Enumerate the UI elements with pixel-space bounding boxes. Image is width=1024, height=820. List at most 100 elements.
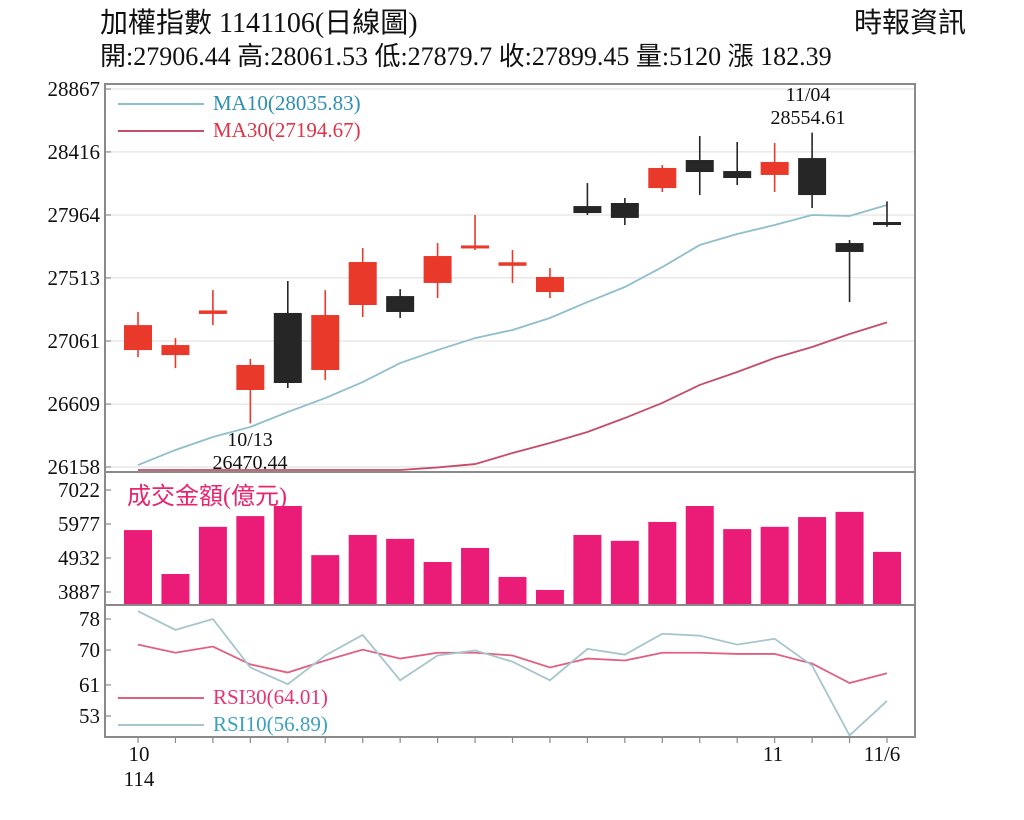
candle (236, 359, 265, 424)
candle (535, 268, 564, 299)
rsi-lines (137, 610, 888, 737)
candle (461, 215, 490, 251)
volume-bar (124, 530, 152, 604)
candle-body (798, 158, 827, 196)
quote-line: 開:27906.44 高:28061.53 低:27879.7 收:27899.… (100, 42, 832, 71)
main-ytick-label: 27513 (48, 266, 101, 290)
candle (273, 281, 302, 389)
candle-body (236, 365, 265, 390)
candle-body (198, 310, 227, 314)
candle (198, 290, 227, 326)
volume-bar (498, 576, 527, 604)
candle-body (648, 167, 677, 189)
volume-bar (161, 574, 190, 604)
volume-bar (236, 516, 265, 604)
legend-item-ma10: MA10(28035.83) (118, 90, 361, 117)
volume-bar (348, 534, 377, 604)
candle (685, 136, 714, 196)
volume-bar (273, 506, 302, 604)
volume-bar (648, 521, 677, 604)
rsi-ytick-label: 53 (79, 704, 100, 728)
candle-body (685, 160, 714, 173)
candle (723, 142, 752, 185)
high-annotation: 11/04 28554.61 (728, 84, 888, 130)
xaxis-label-year: 114 (123, 767, 155, 791)
rsi10-line (137, 610, 888, 737)
candle-body (311, 315, 340, 371)
rsi10-legend-label: RSI10(56.89) (213, 712, 328, 736)
candle (798, 132, 827, 209)
rsi-ytick-label: 78 (79, 607, 100, 631)
candle (498, 250, 527, 283)
high-annotation-value: 28554.61 (770, 107, 846, 129)
ma30-legend-label: MA30(27194.67) (213, 118, 361, 142)
legend-item-rsi30: RSI30(64.01) (118, 684, 328, 711)
volume-ytick-label: 5977 (58, 512, 100, 536)
candlesticks (124, 132, 901, 424)
ma10-line (137, 204, 888, 466)
volume-bar (461, 547, 490, 604)
rsi10-line-swatch (118, 723, 204, 726)
main-ytick-label: 27964 (48, 203, 101, 227)
volume-bar (873, 551, 901, 604)
ma30-line-swatch (118, 129, 204, 132)
volume-ytick-label: 3887 (58, 580, 100, 604)
candle-body (610, 203, 639, 218)
candle (760, 143, 789, 192)
rsi30-legend-label: RSI30(64.01) (213, 685, 328, 709)
volume-bar (573, 534, 602, 604)
main-ytick-label: 26158 (48, 455, 101, 479)
main-ytick-label: 27061 (48, 329, 101, 353)
candle (648, 165, 677, 192)
candle (610, 197, 639, 226)
xaxis-label-october: 10 (128, 742, 150, 766)
candle-body (835, 243, 864, 252)
candle (161, 338, 190, 369)
xaxis-label-last-date: 11/6 (863, 742, 901, 766)
main-ytick-label: 26609 (48, 392, 101, 416)
candle (835, 239, 864, 303)
volume-bar (535, 589, 564, 604)
volume-bar (798, 517, 827, 604)
candle-body (498, 262, 527, 266)
main-legend: MA10(28035.83) MA30(27194.67) (118, 90, 361, 144)
candle (423, 243, 452, 299)
candle (348, 248, 377, 317)
main-gridlines (105, 88, 915, 468)
volume-bar (423, 561, 452, 604)
volume-ytick-label: 7022 (58, 478, 100, 502)
candle-body (161, 345, 190, 356)
volume-pane-title: 成交金額(億元) (127, 484, 287, 510)
candle (873, 201, 901, 227)
candle-body (573, 206, 602, 214)
legend-item-ma30: MA30(27194.67) (118, 117, 361, 144)
ma10-line-swatch (118, 102, 204, 105)
volume-bar (386, 538, 415, 604)
candle-body (423, 256, 452, 283)
volume-bar (198, 526, 227, 604)
candle-body (723, 171, 752, 179)
main-ytick-label: 28867 (48, 77, 101, 101)
rsi-ytick-label: 70 (79, 638, 100, 662)
page-title: 加權指數 1141106(日線圖) (100, 8, 418, 39)
rsi30-line-swatch (118, 696, 204, 699)
low-annotation: 10/13 26470.44 (170, 429, 330, 475)
xaxis-label-november: 11 (762, 742, 784, 766)
volume-bar (835, 511, 864, 604)
candle-body (124, 325, 152, 351)
legend-item-rsi10: RSI10(56.89) (118, 711, 328, 738)
high-annotation-date: 11/04 (785, 84, 831, 106)
rsi-ytick-label: 61 (79, 673, 100, 697)
candle-body (348, 262, 377, 305)
header: 加權指數 1141106(日線圖) 時報資訊 (100, 8, 966, 40)
volume-bar (723, 529, 752, 604)
volume-bars (124, 506, 901, 604)
moving-average-lines (137, 204, 888, 471)
pane-borders (104, 83, 916, 738)
low-annotation-date: 10/13 (227, 429, 273, 451)
ma10-legend-label: MA10(28035.83) (213, 91, 361, 115)
candle (386, 289, 415, 318)
volume-bar (760, 526, 789, 604)
